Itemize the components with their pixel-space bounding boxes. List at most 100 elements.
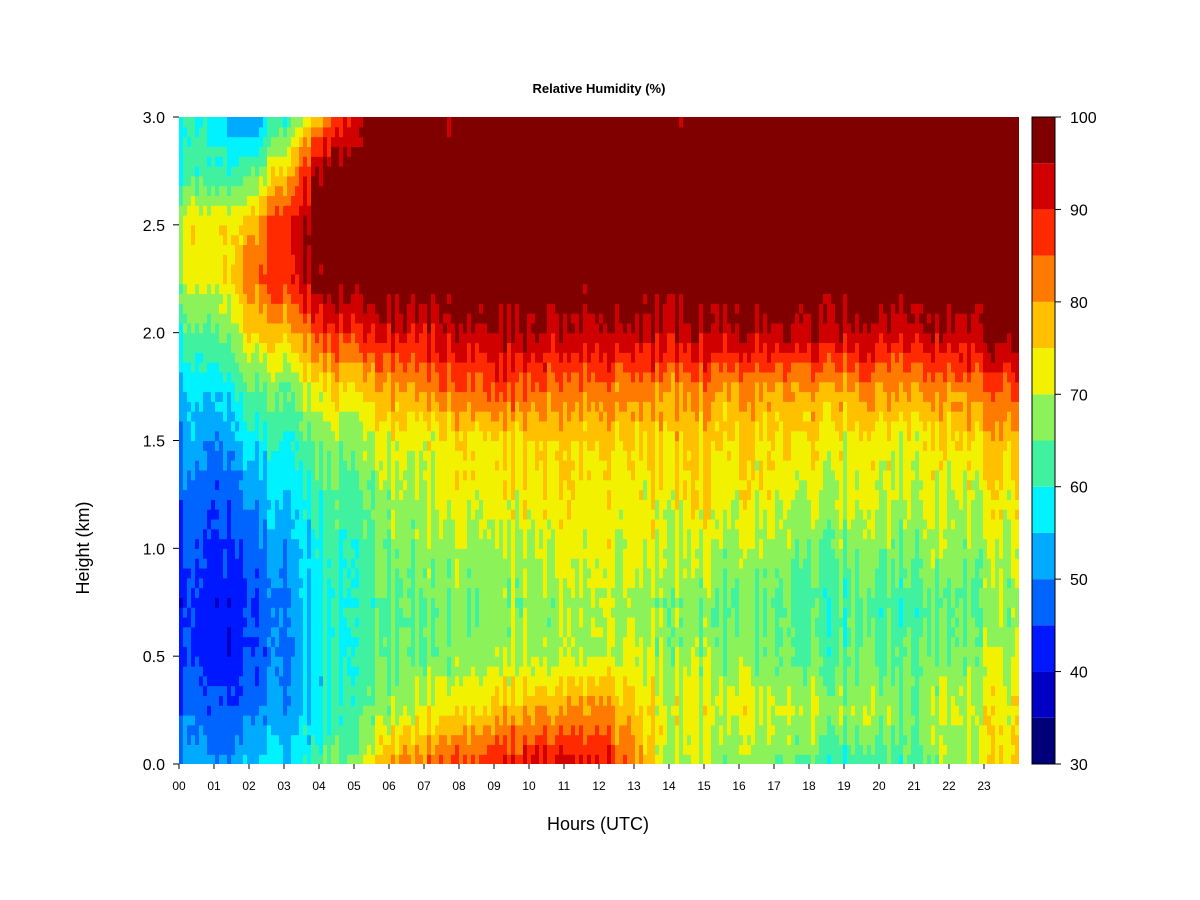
rh-cell xyxy=(375,215,380,226)
rh-cell xyxy=(427,675,432,687)
rh-cell xyxy=(211,518,216,530)
rh-cell xyxy=(259,518,264,530)
rh-cell xyxy=(195,744,200,755)
rh-cell xyxy=(395,636,400,647)
rh-cell xyxy=(251,430,256,442)
rh-cell xyxy=(219,744,224,755)
rh-cell xyxy=(307,685,312,696)
rh-cell xyxy=(451,528,456,540)
rh-cell xyxy=(339,665,344,677)
rh-cell xyxy=(287,548,292,559)
rh-cell xyxy=(411,156,416,167)
rh-cell xyxy=(283,499,288,510)
rh-cell xyxy=(359,724,364,736)
rh-cell xyxy=(215,293,220,304)
rh-cell xyxy=(343,126,348,138)
rh-cell xyxy=(247,254,252,265)
rh-cell xyxy=(299,656,304,667)
rh-cell xyxy=(251,146,256,157)
rh-cell xyxy=(283,126,288,138)
rh-cell xyxy=(243,293,248,304)
rh-cell xyxy=(355,656,360,667)
rh-cell xyxy=(435,342,440,353)
rh-cell xyxy=(191,352,196,363)
rh-cell xyxy=(439,469,444,481)
rh-cell xyxy=(347,665,352,677)
rh-cell xyxy=(179,254,184,265)
rh-cell xyxy=(459,126,464,138)
rh-cell xyxy=(223,185,228,197)
rh-cell xyxy=(415,734,420,745)
rh-cell xyxy=(467,313,472,324)
rh-cell xyxy=(471,401,476,412)
rh-cell xyxy=(383,479,388,491)
rh-cell xyxy=(311,548,316,559)
rh-cell xyxy=(291,626,296,638)
rh-cell xyxy=(231,175,236,187)
rh-cell xyxy=(299,224,304,236)
rh-cell xyxy=(455,518,460,530)
rh-cell xyxy=(339,195,344,206)
rh-cell xyxy=(347,117,352,128)
rh-cell xyxy=(327,322,332,334)
rh-cell xyxy=(223,381,228,393)
rh-cell xyxy=(403,646,408,657)
rh-cell xyxy=(391,411,396,422)
rh-cell xyxy=(379,528,384,540)
rh-cell xyxy=(439,636,444,647)
rh-cell xyxy=(383,420,388,432)
rh-cell xyxy=(371,675,376,687)
rh-cell xyxy=(339,126,344,138)
rh-cell xyxy=(411,528,416,540)
rh-cell xyxy=(235,489,240,500)
rh-cell xyxy=(367,371,372,383)
rh-cell xyxy=(283,597,288,608)
rh-cell xyxy=(479,616,484,628)
rh-cell xyxy=(419,705,424,716)
rh-cell xyxy=(275,401,280,412)
rh-cell xyxy=(399,205,404,216)
rh-cell xyxy=(323,244,328,255)
rh-cell xyxy=(327,440,332,451)
rh-cell xyxy=(267,469,272,481)
rh-cell xyxy=(463,185,468,197)
rh-cell xyxy=(239,724,244,736)
rh-cell xyxy=(459,744,464,755)
rh-cell xyxy=(227,567,232,579)
rh-cell xyxy=(411,489,416,500)
rh-cell xyxy=(287,528,292,540)
rh-cell xyxy=(307,548,312,559)
rh-cell xyxy=(363,156,368,167)
rh-cell xyxy=(307,675,312,687)
rh-cell xyxy=(271,744,276,755)
rh-cell xyxy=(263,224,268,236)
rh-cell xyxy=(399,234,404,246)
rh-cell xyxy=(343,754,348,764)
rh-cell xyxy=(331,528,336,540)
rh-cell xyxy=(279,332,284,344)
rh-cell xyxy=(199,205,204,216)
rh-cell xyxy=(399,685,404,696)
rh-cell xyxy=(343,224,348,236)
rh-cell xyxy=(287,126,292,138)
rh-cell xyxy=(395,322,400,334)
rh-cell xyxy=(259,665,264,677)
rh-cell xyxy=(379,391,384,402)
rh-cell xyxy=(231,126,236,138)
rh-cell xyxy=(291,705,296,716)
rh-cell xyxy=(383,665,388,677)
rh-cell xyxy=(359,695,364,706)
rh-cell xyxy=(279,371,284,383)
rh-cell xyxy=(359,714,364,726)
rh-cell xyxy=(283,234,288,246)
rh-cell xyxy=(403,224,408,236)
rh-cell xyxy=(351,156,356,167)
rh-cell xyxy=(363,440,368,451)
rh-cell xyxy=(299,156,304,167)
rh-cell xyxy=(303,577,308,589)
rh-cell xyxy=(235,136,240,148)
rh-cell xyxy=(183,273,188,285)
rh-cell xyxy=(319,469,324,481)
rh-cell xyxy=(479,371,484,383)
rh-cell xyxy=(307,205,312,216)
